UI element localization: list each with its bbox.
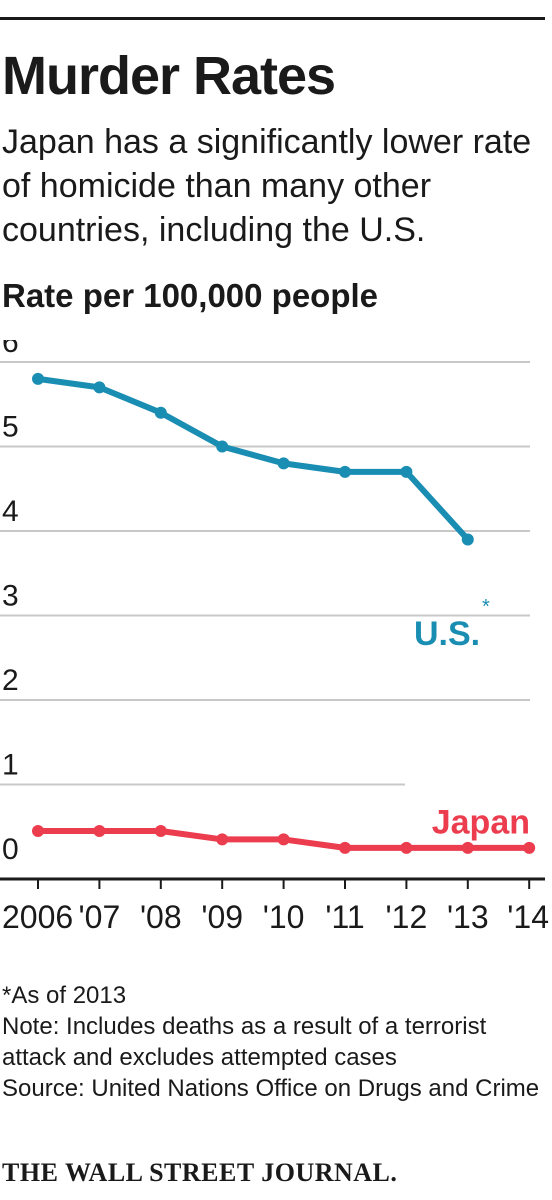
data-point: [32, 824, 44, 837]
data-point: [400, 841, 413, 854]
y-tick-label: 0: [2, 833, 19, 866]
data-point: [93, 381, 106, 394]
x-tick-label: '11: [325, 899, 364, 935]
y-tick-label: 2: [2, 664, 19, 697]
y-tick-label: 1: [2, 749, 19, 782]
x-tick-label: '13: [447, 899, 489, 935]
methodology-note: Note: Includes deaths as a result of a t…: [2, 1013, 487, 1071]
top-rule: [0, 17, 545, 20]
data-point: [277, 457, 290, 470]
publisher-logo: THE WALL STREET JOURNAL.: [2, 1158, 398, 1187]
footnotes: *As of 2013 Note: Includes deaths as a r…: [2, 980, 547, 1104]
chart-subtitle: Japan has a significantly lower rate of …: [2, 123, 532, 249]
x-tick-label: '14: [507, 899, 549, 935]
series-label-us: U.S.: [414, 615, 480, 653]
series-label-japan: Japan: [432, 804, 530, 842]
data-point: [523, 841, 536, 854]
source-note: Source: United Nations Office on Drugs a…: [2, 1075, 540, 1102]
data-point: [461, 841, 474, 854]
x-tick-label: '07: [79, 899, 121, 935]
chart-title: Murder Rates: [2, 46, 336, 106]
asterisk-note: *As of 2013: [2, 982, 127, 1009]
data-point: [154, 824, 167, 837]
data-point: [216, 440, 229, 453]
unit-label: Rate per 100,000 people: [2, 277, 379, 314]
data-point: [400, 465, 413, 478]
x-tick-label: '10: [263, 899, 305, 935]
x-tick-label: '09: [201, 899, 243, 935]
series-line-us: [35, 375, 471, 543]
y-tick-label: 5: [2, 411, 19, 444]
data-point: [339, 841, 351, 854]
data-point: [32, 372, 44, 385]
data-point: [216, 833, 229, 846]
y-tick-label: 4: [2, 495, 19, 528]
series-label-asterisk: *: [482, 596, 490, 618]
data-point: [154, 406, 167, 419]
x-tick-label: 2006: [2, 899, 73, 935]
data-point: [461, 533, 474, 546]
y-tick-label: 3: [2, 580, 19, 613]
x-tick-label: '12: [386, 899, 428, 935]
data-point: [93, 824, 106, 837]
data-point: [277, 833, 290, 846]
y-tick-label: 6: [2, 340, 19, 359]
data-point: [339, 465, 351, 478]
line-chart: 0 1 2 3 4 5 6 2006'07 '08 '09 '10 '11 '12 '13 '14 U.S.*…: [0, 340, 549, 935]
x-tick-label: '08: [140, 899, 182, 935]
